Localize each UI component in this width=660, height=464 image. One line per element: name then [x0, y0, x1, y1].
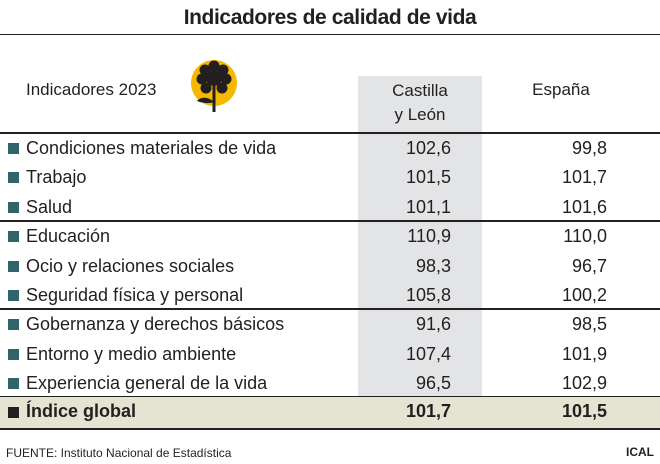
source-note: FUENTE: Instituto Nacional de Estadístic…	[6, 446, 232, 460]
row-label: Educación	[26, 226, 111, 247]
row-castilla-leon-value: 101,1	[405, 196, 451, 217]
table-row: Salud 101,1 101,6	[0, 194, 660, 223]
table-row: Experiencia general de la vida 96,5 102,9	[0, 370, 660, 399]
total-row-label: Índice global	[26, 401, 137, 421]
row-label: Ocio y relaciones sociales	[26, 255, 235, 276]
table-row: Ocio y relaciones sociales 98,3 96,7	[0, 253, 660, 282]
group-divider-2	[0, 308, 660, 310]
row-castilla-leon-value: 101,5	[405, 167, 451, 188]
row-marker	[8, 378, 19, 390]
row-label: Seguridad física y personal	[26, 285, 244, 305]
flower-logo-icon	[191, 60, 237, 112]
row-label: Gobernanza y derechos básicos	[26, 314, 285, 335]
total-top-divider	[0, 396, 660, 398]
row-castilla-leon-value: 96,5	[415, 373, 451, 394]
row-marker	[8, 348, 19, 360]
row-espana-value: 102,9	[561, 373, 607, 394]
row-castilla-leon-value: 110,9	[407, 226, 451, 247]
row-marker	[8, 231, 19, 243]
header-castilla-leon-line2: y León	[394, 105, 446, 124]
row-label: Entorno y medio ambiente	[26, 343, 237, 364]
row-marker	[8, 319, 19, 331]
row-espana-value: 96,7	[571, 255, 607, 276]
row-espana-value: 100,2	[561, 285, 607, 305]
row-castilla-leon-value: 98,3	[415, 255, 451, 276]
title-divider	[0, 34, 660, 35]
row-castilla-leon-value: 91,6	[415, 314, 451, 335]
row-marker	[8, 260, 19, 272]
header-castilla-leon: Castilla y León	[358, 79, 482, 127]
row-label: Salud	[26, 196, 73, 217]
table-row: Gobernanza y derechos básicos 91,6 98,5	[0, 311, 660, 340]
row-castilla-leon-value: 102,6	[405, 138, 451, 158]
header-espana: España	[532, 80, 590, 99]
row-marker	[8, 172, 19, 184]
table-row: Condiciones materiales de vida 102,6 99,8	[0, 135, 660, 164]
chart-title: Indicadores de calidad de vida	[183, 6, 477, 29]
row-label: Trabajo	[26, 167, 87, 188]
row-label: Experiencia general de la vida	[26, 373, 268, 394]
row-marker	[8, 290, 19, 301]
row-castilla-leon-value: 105,8	[405, 285, 451, 305]
total-bottom-divider	[0, 428, 660, 430]
row-espana-value: 101,7	[561, 167, 607, 188]
row-espana-value: 99,8	[571, 138, 607, 158]
header-divider	[0, 132, 660, 134]
row-marker	[8, 143, 19, 154]
row-label: Condiciones materiales de vida	[26, 138, 277, 158]
row-espana-value: 98,5	[571, 314, 607, 335]
total-row-marker	[8, 407, 19, 418]
group-divider-1	[0, 220, 660, 222]
table-row: Seguridad física y personal 105,8 100,2	[0, 282, 660, 311]
table-row: Trabajo 101,5 101,7	[0, 164, 660, 193]
row-espana-value: 101,6	[561, 196, 607, 217]
total-row-castilla-leon-value: 101,7	[405, 401, 451, 421]
castilla-leon-column-shading	[358, 76, 482, 396]
brand-credit: ICAL	[626, 445, 654, 459]
row-espana-value: 110,0	[563, 226, 607, 247]
header-castilla-leon-line1: Castilla	[392, 81, 448, 100]
row-castilla-leon-value: 107,4	[405, 343, 451, 364]
total-row: Índice global 101,7 101,5	[0, 397, 660, 428]
row-marker	[8, 201, 19, 213]
row-espana-value: 101,9	[561, 343, 607, 364]
table-row: Educación 110,9 110,0	[0, 223, 660, 252]
table-row: Entorno y medio ambiente 107,4 101,9	[0, 341, 660, 370]
header-indicators-label: Indicadores 2023	[26, 80, 157, 99]
total-row-espana-value: 101,5	[561, 401, 607, 421]
